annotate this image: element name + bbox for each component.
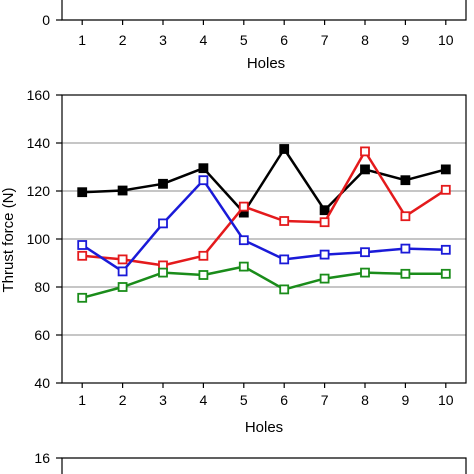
series-2 [77, 146, 451, 271]
data-point-marker [400, 211, 411, 222]
x-tick-label: 7 [321, 392, 329, 408]
top-x-tick-label: 5 [240, 32, 248, 48]
data-point-marker [238, 261, 249, 272]
y-tick-label: 60 [34, 327, 50, 343]
x-tick-label: 3 [159, 392, 167, 408]
series-3 [77, 175, 451, 277]
data-point-marker [117, 282, 128, 292]
data-point-marker [400, 268, 411, 279]
series-group [77, 144, 451, 303]
y-tick-label: 160 [27, 87, 51, 103]
x-axis-label: Holes [245, 419, 283, 436]
top-x-tick-label: 8 [361, 32, 369, 48]
x-tick-label: 10 [438, 392, 454, 408]
data-point-marker [440, 164, 451, 175]
bottom-chart-frame [61, 457, 467, 474]
bottom-y-tick-label: 16 [34, 450, 50, 466]
top-chart-panel: 0 1 2 3 4 5 6 7 8 9 10 Holes [42, 0, 467, 72]
x-tick-label: 4 [200, 392, 208, 408]
x-axis-ticks: 1 2 3 4 5 6 7 8 9 10 [78, 383, 454, 408]
series-line [81, 178, 446, 273]
data-point-marker [319, 205, 330, 216]
data-point-marker [319, 249, 330, 260]
data-point-marker [117, 266, 128, 277]
data-point-marker [158, 218, 168, 229]
data-point-marker [279, 254, 290, 265]
x-tick-label: 2 [119, 392, 127, 408]
gridlines [62, 142, 466, 336]
data-point-marker [319, 217, 330, 228]
data-point-marker [158, 267, 168, 278]
bottom-chart-panel: 16 [34, 450, 467, 474]
data-point-marker [117, 185, 128, 196]
data-point-marker [77, 250, 88, 261]
data-point-marker [77, 240, 88, 250]
data-point-marker [77, 187, 88, 198]
data-point-marker [77, 292, 88, 303]
data-point-marker [117, 254, 128, 265]
data-point-marker [198, 250, 209, 261]
data-point-marker [238, 201, 249, 212]
data-point-marker [198, 270, 209, 280]
y-axis-label: Thrust force (N) [0, 187, 17, 292]
data-point-marker [360, 267, 370, 278]
data-point-marker [440, 268, 451, 279]
y-tick-label: 80 [34, 279, 50, 295]
top-y-tick-label: 0 [42, 12, 50, 28]
y-tick-label: 40 [34, 375, 50, 391]
series-4 [77, 261, 451, 303]
top-x-axis-label: Holes [247, 55, 285, 72]
y-axis-ticks: 40 60 80 100 120 140 160 [27, 87, 62, 391]
data-point-marker [360, 247, 370, 258]
series-line [81, 265, 446, 300]
top-x-tick-label: 7 [321, 32, 329, 48]
data-point-marker [158, 178, 168, 189]
top-x-tick-label: 1 [78, 32, 86, 48]
data-point-marker [400, 243, 411, 254]
y-tick-label: 100 [27, 231, 51, 247]
data-point-marker [440, 244, 451, 255]
x-tick-label: 6 [280, 392, 288, 408]
series-line [82, 147, 447, 214]
top-x-tick-label: 2 [119, 32, 127, 48]
top-x-tick-label: 6 [280, 32, 288, 48]
data-point-marker [400, 175, 411, 186]
top-x-tick-label: 3 [159, 32, 167, 48]
data-point-marker [279, 284, 290, 295]
x-tick-label: 1 [78, 392, 86, 408]
data-point-marker [440, 184, 451, 195]
data-point-marker [238, 235, 249, 246]
data-point-marker [279, 216, 290, 226]
top-chart-frame [61, 0, 467, 21]
top-x-ticks: 1 2 3 4 5 6 7 8 9 10 [78, 20, 454, 48]
data-point-marker [279, 144, 290, 154]
main-chart-panel: 40 60 80 100 120 140 160 1 2 3 4 5 6 7 8 9 10 Thrust fo… [0, 87, 467, 436]
y-tick-label: 140 [27, 135, 51, 151]
top-x-tick-label: 10 [438, 32, 454, 48]
y-tick-label: 120 [27, 183, 51, 199]
x-tick-label: 8 [361, 392, 369, 408]
data-point-marker [360, 146, 370, 157]
data-point-marker [198, 175, 209, 186]
top-x-tick-label: 9 [402, 32, 410, 48]
x-tick-label: 5 [240, 392, 248, 408]
data-point-marker [360, 164, 370, 175]
data-point-marker [319, 273, 330, 284]
series-1 [77, 144, 451, 218]
x-tick-label: 9 [402, 392, 410, 408]
data-point-marker [198, 163, 209, 174]
series-line [82, 150, 447, 267]
top-x-tick-label: 4 [200, 32, 208, 48]
